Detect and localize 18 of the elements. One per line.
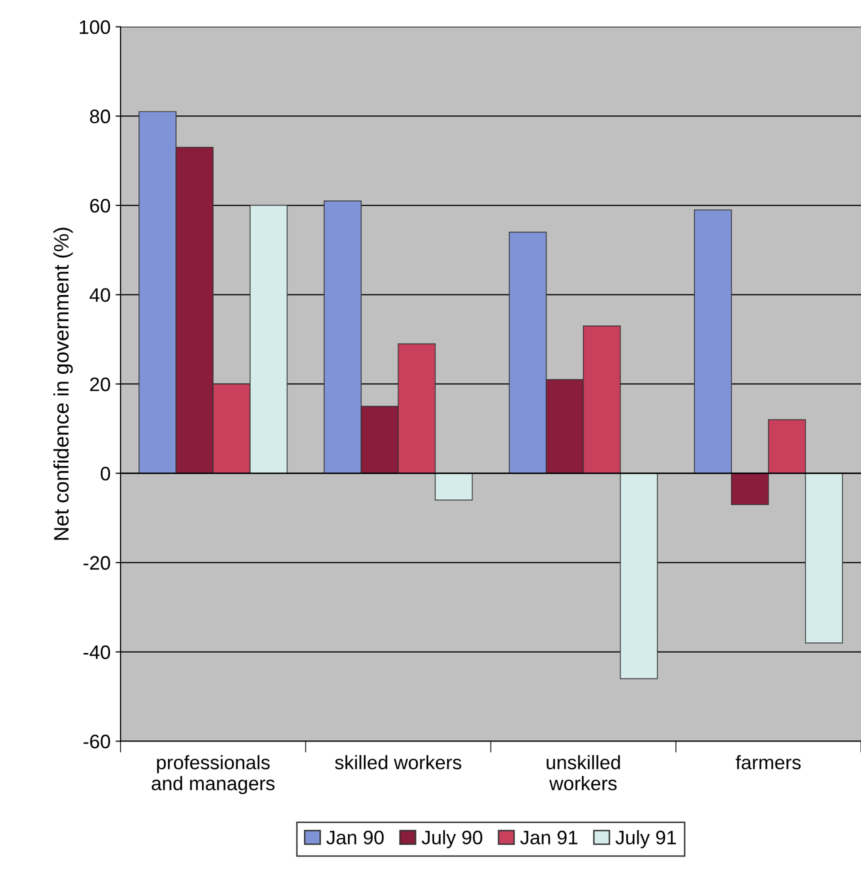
x-tick-label: skilled workers bbox=[335, 755, 462, 770]
y-axis-title: Net confidence in government (%) bbox=[53, 228, 73, 540]
legend-label: Jan 90 bbox=[326, 830, 384, 844]
y-tick-label: 80 bbox=[90, 110, 110, 124]
x-tick-label: unskilled workers bbox=[546, 755, 620, 790]
y-tick-label: 20 bbox=[90, 377, 110, 392]
y-tick-label: -40 bbox=[84, 645, 110, 660]
x-tick-label: farmers bbox=[736, 755, 801, 770]
y-tick-label: -20 bbox=[84, 556, 110, 570]
x-tick-label: professionals and managers bbox=[152, 755, 275, 794]
y-tick-label: -60 bbox=[84, 734, 110, 748]
y-tick-label: 40 bbox=[90, 288, 110, 302]
y-tick-label: 0 bbox=[100, 466, 110, 481]
legend-label: July 91 bbox=[616, 830, 676, 848]
y-tick-label: 100 bbox=[80, 20, 110, 34]
y-tick-label: 60 bbox=[90, 198, 110, 213]
legend-label: Jan 91 bbox=[520, 830, 578, 844]
legend-label: July 90 bbox=[422, 830, 482, 848]
